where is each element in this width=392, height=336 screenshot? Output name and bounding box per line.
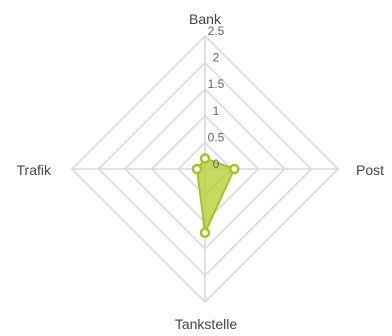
tick-labels: 0 0.5 1 1.5 2 2.5 (208, 24, 225, 171)
tick-label-1.5: 1.5 (208, 77, 225, 91)
tick-label-0: 0 (213, 157, 220, 171)
axis-labels: Bank Post Tankstelle Trafik (17, 11, 385, 332)
axis-label-bank: Bank (189, 11, 222, 27)
data-point-tankstelle[interactable] (199, 227, 211, 239)
tick-label-2.5: 2.5 (208, 24, 225, 38)
grid-layer (70, 34, 340, 304)
data-point-post[interactable] (229, 163, 240, 175)
data-point-trafik[interactable] (191, 163, 203, 175)
axis-label-post: Post (356, 162, 384, 178)
tick-label-2: 2 (213, 51, 220, 65)
tick-label-0.5: 0.5 (208, 130, 225, 144)
axis-label-trafik: Trafik (17, 162, 52, 178)
axis-label-tankstelle: Tankstelle (175, 316, 237, 332)
tick-label-1: 1 (213, 104, 220, 118)
data-point-bank[interactable] (199, 153, 211, 164)
series-layer (191, 153, 240, 239)
